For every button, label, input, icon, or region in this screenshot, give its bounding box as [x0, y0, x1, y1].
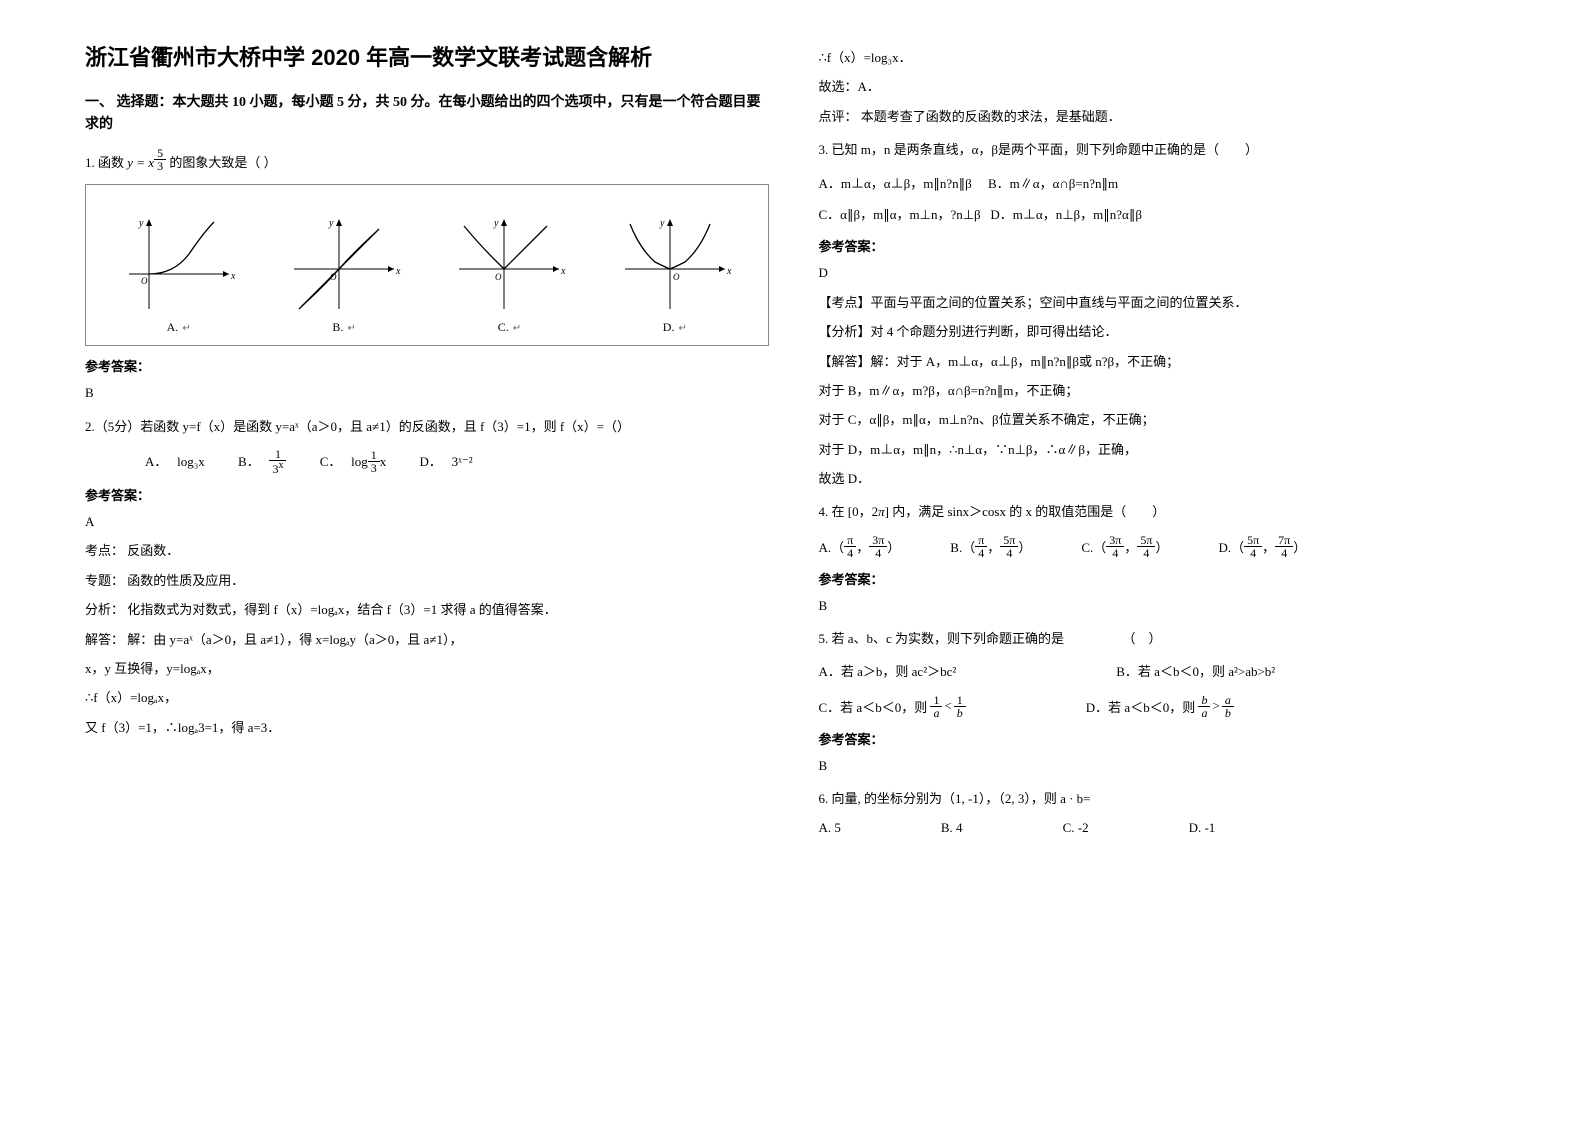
- q6-optA: A. 5: [819, 820, 841, 836]
- graph-a: x y O A.↵: [99, 214, 258, 335]
- q2-a7: 又 f（3）=1，∴logₐ3=1，得 a=3．: [85, 716, 769, 739]
- q2-a5: x，y 互换得，y=logₐx，: [85, 657, 769, 680]
- graph-d-label: D.↵: [595, 320, 754, 335]
- q6-optC: C. -2: [1063, 820, 1089, 836]
- q2-answer-label: 参考答案：: [85, 485, 769, 504]
- q3-optCD: C．α∥β，m∥α，m⊥n，?n⊥β D．m⊥α，n⊥β，m∥n?α∥β: [819, 203, 1503, 226]
- q4-answer: B: [819, 594, 1503, 617]
- q6-options: A. 5 B. 4 C. -2 D. -1: [819, 820, 1503, 836]
- svg-text:x: x: [230, 271, 236, 282]
- q5-optC: C．若 a＜b＜0，则 1a < 1b: [819, 694, 966, 719]
- question-1: 1. 函数 y = x53 的图象大致是（ ）: [85, 147, 769, 175]
- q5-optB: B．若 a＜b＜0，则 a²>ab>b²: [1116, 661, 1275, 680]
- svg-text:x: x: [395, 266, 401, 277]
- q5-optA: A．若 a＞b，则 ac²＞bc²: [819, 661, 957, 680]
- q3-optD: D．m⊥α，n⊥β，m∥n?α∥β: [990, 207, 1142, 222]
- q5-answer: B: [819, 754, 1503, 777]
- q2-optA-label: A．: [145, 450, 167, 473]
- q1-answer-label: 参考答案：: [85, 356, 769, 375]
- q3-a5: 对于 C，α∥β，m∥α，m⊥n?n、β位置关系不确定，不正确；: [819, 408, 1503, 431]
- q6-optB: B. 4: [941, 820, 963, 836]
- graph-b: x y O B.↵: [265, 214, 424, 335]
- q6-optD: D. -1: [1189, 820, 1216, 836]
- svg-text:O: O: [495, 272, 502, 282]
- q1-suffix: 的图象大致是（ ）: [169, 155, 276, 170]
- graph-c: x y O C.↵: [430, 214, 589, 335]
- q3-answer: D: [819, 261, 1503, 284]
- q1-answer: B: [85, 381, 769, 404]
- q3-a2: 【分析】对 4 个命题分别进行判断，即可得出结论．: [819, 320, 1503, 343]
- q5-optD: D．若 a＜b＜0，则 ba > ab: [1086, 694, 1234, 719]
- svg-text:y: y: [493, 218, 499, 229]
- question-5: 5. 若 a、b、c 为实数，则下列命题正确的是 （ ）: [819, 627, 1503, 650]
- q2-optC-frac: 13: [368, 449, 380, 474]
- question-2: 2.（5分）若函数 y=f（x）是函数 y=aˣ（a＞0，且 a≠1）的反函数，…: [85, 415, 769, 438]
- q2-a3: 分析： 化指数式为对数式，得到 f（x）=logₐx，结合 f（3）=1 求得 …: [85, 598, 769, 621]
- q2-optB-frac: 13x: [269, 448, 286, 475]
- q3-optA: A．m⊥α，α⊥β，m∥n?n∥β: [819, 176, 972, 191]
- q2-a1: 考点： 反函数．: [85, 539, 769, 562]
- q2-optC-label: C．: [320, 450, 342, 473]
- q3-optB: B．m∥α，α∩β=n?n∥m: [988, 176, 1118, 191]
- graph-c-label: C.↵: [430, 320, 589, 335]
- q4-options: A.（ π4 ， 3π4 ） B.（ π4 ， 5π4 ） C.（ 3π4 ， …: [819, 534, 1503, 559]
- q2-optA: log₃x: [177, 450, 205, 473]
- q4-optB: B.（ π4 ， 5π4 ）: [950, 534, 1031, 559]
- svg-text:O: O: [141, 276, 148, 286]
- q3-optC: C．α∥β，m∥α，m⊥n，?n⊥β: [819, 207, 981, 222]
- graph-b-label: B.↵: [265, 320, 424, 335]
- q4-prefix: 4. 在 [0，2: [819, 504, 879, 519]
- question-4: 4. 在 [0，2π] 内，满足 sinx＞cosx 的 x 的取值范围是（ ）: [819, 500, 1503, 523]
- svg-text:y: y: [328, 218, 334, 229]
- q2-answer: A: [85, 510, 769, 533]
- q2-options: A． log₃x B． 13x C． log 13 x D． 3ˣ⁻²: [85, 448, 769, 475]
- q5-row2: C．若 a＜b＜0，则 1a < 1b D．若 a＜b＜0，则 ba > ab: [819, 694, 1503, 719]
- question-3: 3. 已知 m，n 是两条直线，α，β是两个平面，则下列命题中正确的是（ ）: [819, 138, 1503, 161]
- svg-text:x: x: [726, 266, 732, 277]
- svg-text:y: y: [138, 218, 144, 229]
- q4-answer-label: 参考答案：: [819, 569, 1503, 588]
- q2-optD-label: D．: [420, 450, 442, 473]
- q5-answer-label: 参考答案：: [819, 729, 1503, 748]
- q3-a4: 对于 B，m∥α，m?β，α∩β=n?n∥m，不正确；: [819, 379, 1503, 402]
- q1-formula-base: y = x: [127, 155, 154, 170]
- q3-a3: 【解答】解：对于 A，m⊥α，α⊥β，m∥n?n∥β或 n?β，不正确；: [819, 350, 1503, 373]
- svg-text:O: O: [673, 272, 680, 282]
- q2-a4: 解答： 解：由 y=aˣ（a＞0，且 a≠1），得 x=logₐy（a＞0，且 …: [85, 628, 769, 651]
- q4-suffix: ] 内，满足 sinx＞cosx 的 x 的取值范围是（ ）: [885, 504, 1166, 519]
- q3-a6: 对于 D，m⊥α，m∥n，∴n⊥α，∵n⊥β，∴α∥β，正确，: [819, 438, 1503, 461]
- graph-d: x y O D.↵: [595, 214, 754, 335]
- q3-answer-label: 参考答案：: [819, 236, 1503, 255]
- svg-text:x: x: [560, 266, 566, 277]
- q3-optAB: A．m⊥α，α⊥β，m∥n?n∥β B．m∥α，α∩β=n?n∥m: [819, 172, 1503, 195]
- q2-optD: 3ˣ⁻²: [452, 450, 473, 473]
- q2-optC-suffix: x: [380, 450, 387, 473]
- q2-optC-prefix: log: [351, 450, 368, 473]
- r1: ∴f（x）=log₃x．: [819, 46, 1503, 69]
- q1-prefix: 1. 函数: [85, 155, 124, 170]
- section-1-header: 一、 选择题：本大题共 10 小题，每小题 5 分，共 50 分。在每小题给出的…: [85, 92, 769, 137]
- svg-text:y: y: [659, 218, 665, 229]
- q2-a6: ∴f（x）=logₐx，: [85, 686, 769, 709]
- r2: 故选：A．: [819, 75, 1503, 98]
- q2-a2: 专题： 函数的性质及应用．: [85, 569, 769, 592]
- q1-exp: 53: [154, 147, 166, 172]
- q4-optC: C.（ 3π4 ， 5π4 ）: [1081, 534, 1168, 559]
- graph-a-label: A.↵: [99, 320, 258, 335]
- q4-optD: D.（ 5π4 ， 7π4 ）: [1218, 534, 1306, 559]
- question-6: 6. 向量, 的坐标分别为（1, -1），（2, 3），则 a · b=: [819, 787, 1503, 810]
- q1-figure: x y O A.↵ x y O: [85, 184, 769, 346]
- q2-optB-label: B．: [238, 450, 260, 473]
- r3: 点评： 本题考查了函数的反函数的求法，是基础题．: [819, 105, 1503, 128]
- q4-optA: A.（ π4 ， 3π4 ）: [819, 534, 901, 559]
- page-title: 浙江省衢州市大桥中学 2020 年高一数学文联考试题含解析: [85, 40, 769, 72]
- q5-row1: A．若 a＞b，则 ac²＞bc² B．若 a＜b＜0，则 a²>ab>b²: [819, 661, 1503, 680]
- q3-a7: 故选 D．: [819, 467, 1503, 490]
- q3-a1: 【考点】平面与平面之间的位置关系；空间中直线与平面之间的位置关系．: [819, 291, 1503, 314]
